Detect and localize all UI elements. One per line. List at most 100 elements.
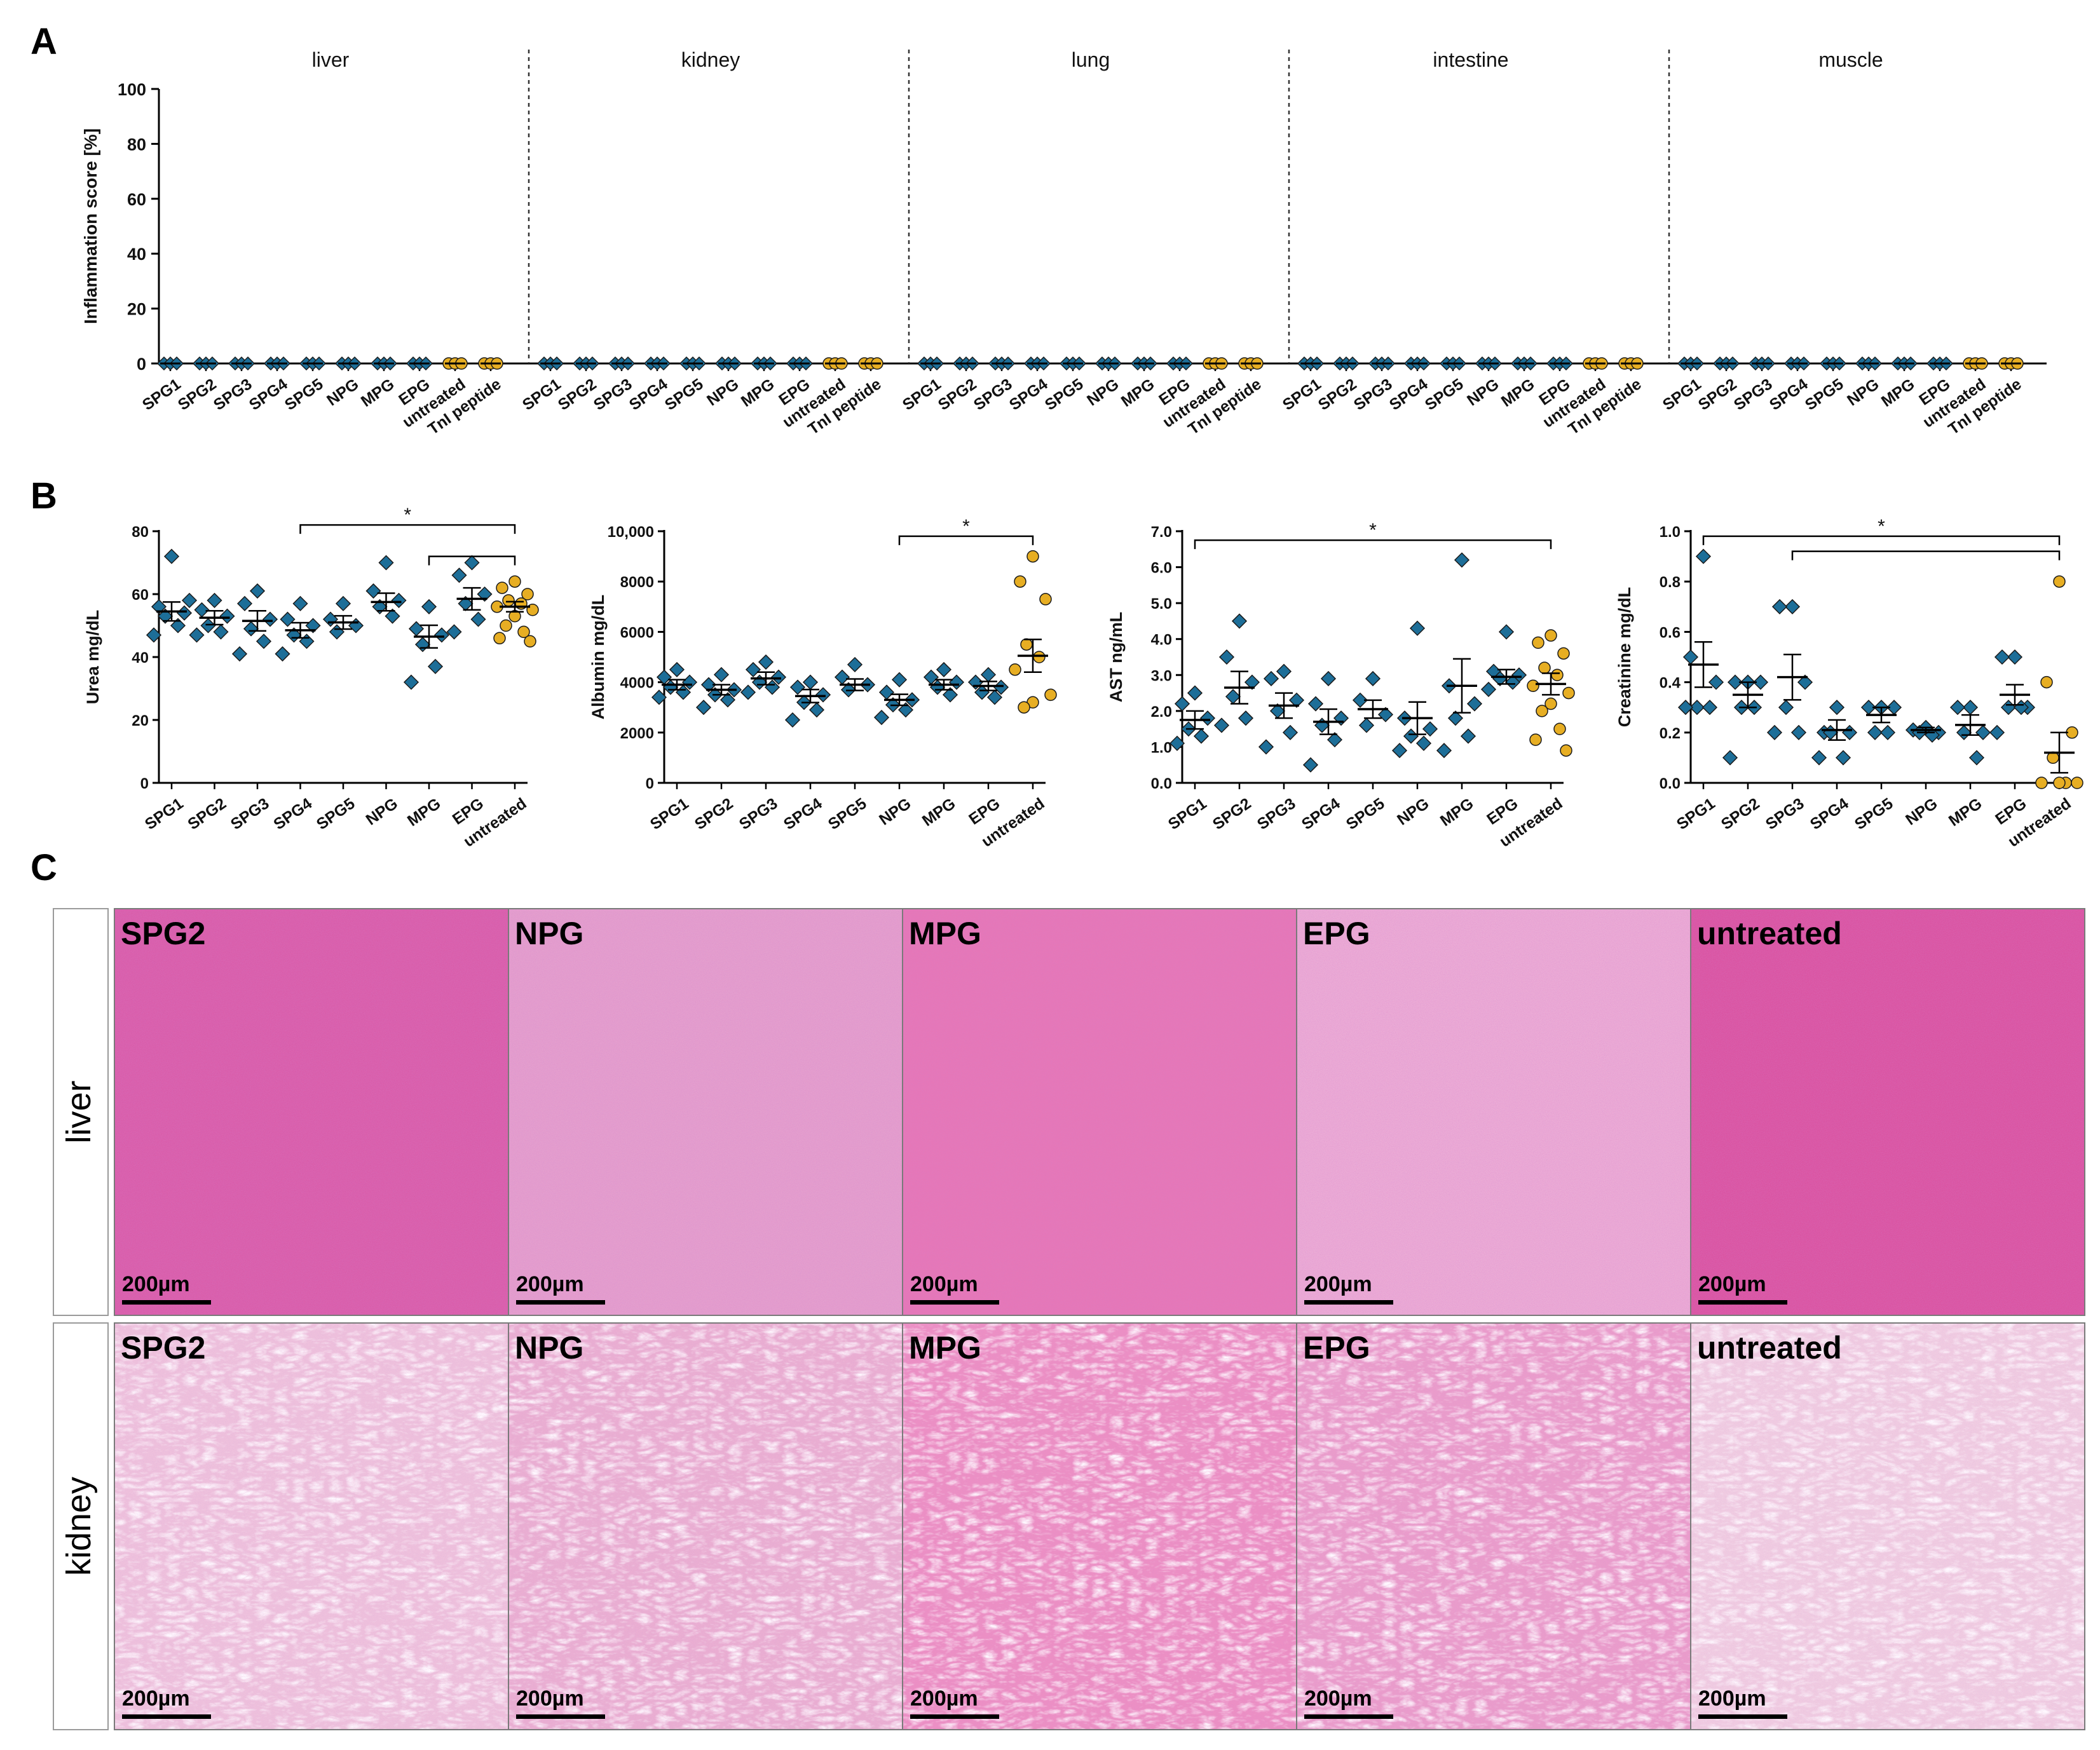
panel-a-group-liver: liverSPG1SPG2SPG3SPG4SPG5NPGMPGEPGuntrea…	[139, 48, 505, 438]
data-point	[1169, 735, 1185, 751]
data-point	[1695, 548, 1712, 564]
data-point	[770, 669, 787, 685]
data-point	[151, 599, 167, 614]
y-axis-title: Creatinine mg/dL	[1615, 587, 1634, 728]
y-tick-label: 4000	[620, 675, 654, 692]
data-point	[1352, 692, 1368, 708]
y-tick-label: 0.2	[1660, 725, 1681, 742]
tile-group-label: SPG2	[121, 916, 205, 951]
panel-a-x-label: MPG	[1118, 375, 1158, 410]
y-tick-label: 0.4	[1660, 675, 1681, 692]
x-tick-label: SPG4	[270, 794, 315, 833]
panel-a-x-label: SPG4	[626, 375, 671, 414]
data-point	[508, 575, 521, 588]
data-point	[669, 661, 685, 677]
x-tick-label: SPG5	[313, 794, 358, 833]
panel-a-x-label: SPG5	[282, 375, 327, 414]
panel-a-y-tick-label: 40	[127, 245, 146, 264]
panel-a-group-title: lung	[1072, 48, 1110, 71]
data-point	[784, 712, 801, 728]
data-point	[521, 588, 534, 600]
panel-a-x-label: MPG	[738, 375, 778, 410]
data-point	[1244, 674, 1260, 690]
panel-a-group-title: kidney	[681, 48, 740, 71]
data-point	[1258, 739, 1274, 755]
data-point	[1225, 689, 1241, 705]
data-point	[219, 608, 235, 624]
data-point	[1193, 728, 1210, 744]
data-point	[477, 586, 493, 602]
histology-tile-liver-NPG: NPG 200µm	[508, 908, 903, 1316]
tile-group-label: EPG	[1303, 916, 1370, 951]
data-point	[262, 611, 278, 627]
data-point	[292, 595, 308, 611]
data-point	[1962, 700, 1979, 716]
panel-a-group-title: intestine	[1433, 48, 1508, 71]
data-point	[980, 667, 997, 682]
x-tick-label: NPG	[363, 794, 401, 829]
data-point	[1677, 700, 1694, 716]
histology-tile-kidney-SPG2: SPG2 200µm	[114, 1322, 509, 1730]
scale-bar-label: 200µm	[516, 1686, 584, 1711]
panel-a-x-label: SPG2	[1695, 375, 1740, 414]
tile-group-label: untreated	[1697, 1330, 1842, 1366]
data-point	[170, 618, 186, 634]
tissue-nuclei	[508, 1323, 903, 1730]
data-point	[1460, 728, 1476, 744]
data-point	[802, 674, 819, 690]
y-tick-label: 0	[646, 775, 654, 792]
data-point	[1867, 724, 1883, 740]
scale-bar-label: 200µm	[1698, 1272, 1766, 1296]
panel-a-x-label: SPG1	[1660, 375, 1705, 414]
x-tick-label: SPG2	[1210, 794, 1255, 833]
data-point	[2000, 700, 2017, 716]
data-point	[1018, 701, 1030, 714]
panel-a-y-ticks: 0 20 40 60 80 100	[118, 80, 159, 374]
data-point	[1504, 674, 1521, 690]
panel-a-x-label: SPG4	[1386, 375, 1431, 414]
significance-bracket	[1791, 550, 2061, 560]
data-point	[1415, 735, 1432, 751]
data-point	[464, 555, 480, 571]
data-point	[500, 619, 512, 632]
histology-panel: liver kidney SPG2200µmNPG200µmMPG200µmEP…	[53, 908, 2085, 1730]
data-point	[391, 592, 407, 608]
histology-tile-kidney-MPG: MPG 200µm	[902, 1322, 1297, 1730]
data-point	[1835, 750, 1851, 766]
data-point	[243, 621, 259, 637]
data-point	[1436, 743, 1452, 759]
significance-star: *	[1878, 516, 1885, 537]
data-point	[1365, 670, 1381, 687]
data-point	[1968, 750, 1985, 766]
x-tick-label: SPG5	[825, 794, 870, 833]
y-tick-label: 0.8	[1660, 574, 1681, 591]
data-point	[1033, 651, 1046, 663]
data-point	[1784, 599, 1801, 614]
data-point	[1790, 724, 1807, 740]
tissue-nuclei	[903, 909, 1297, 1315]
data-point	[1403, 728, 1419, 744]
tissue-nuclei	[1297, 909, 1691, 1315]
data-point	[524, 635, 536, 648]
y-tick-label: 20	[132, 712, 149, 729]
y-tick-label: 10,000	[608, 524, 654, 541]
scale-bar	[1698, 1300, 1787, 1305]
data-point	[1778, 700, 1794, 716]
data-point	[1039, 593, 1052, 606]
data-point	[1422, 721, 1438, 737]
scale-bar-label: 200µm	[910, 1686, 978, 1711]
data-point	[1544, 629, 1557, 642]
y-tick-label: 5.0	[1151, 595, 1172, 613]
x-tick-label: SPG2	[184, 794, 229, 833]
data-point	[1320, 670, 1337, 687]
data-point	[1447, 710, 1464, 726]
y-tick-label: 0.0	[1660, 775, 1681, 792]
y-tick-label: 0.0	[1151, 775, 1172, 792]
y-tick-label: 60	[132, 587, 149, 604]
data-point	[808, 702, 825, 718]
panel-a-x-label: SPG1	[899, 375, 944, 414]
data-point	[299, 634, 315, 649]
y-tick-label: 6.0	[1151, 560, 1172, 577]
data-point	[1766, 724, 1783, 740]
